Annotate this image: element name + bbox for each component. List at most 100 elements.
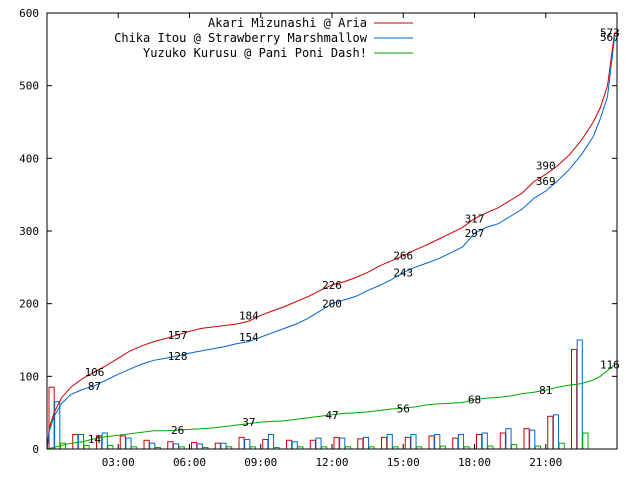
hourly-bar-1 [238, 436, 245, 450]
x-tick-label: 15:00 [387, 456, 420, 469]
hourly-bar-1 [119, 435, 126, 450]
hourly-bar-1 [72, 433, 79, 450]
hourly-bar-3 [83, 444, 90, 450]
hourly-bar-2 [552, 414, 560, 450]
y-tick-label: 400 [19, 152, 39, 165]
series-line-3 [46, 364, 615, 450]
data-label: 14 [88, 433, 102, 446]
data-label: 157 [168, 329, 188, 342]
series-line-1 [46, 32, 616, 450]
hourly-bar-2 [220, 442, 227, 450]
data-label: 26 [171, 424, 184, 437]
hourly-bar-2 [481, 432, 488, 450]
hourly-bar-1 [404, 436, 411, 450]
data-label: 47 [325, 409, 338, 422]
hourly-bar-3 [582, 432, 589, 450]
hourly-bar-2 [410, 433, 417, 450]
hourly-bar-1 [167, 441, 174, 450]
hourly-bar-1 [452, 437, 459, 450]
hourly-bar-1 [262, 439, 269, 450]
series-line-2 [46, 36, 616, 450]
hourly-bar-2 [267, 433, 275, 450]
hourly-bar-1 [357, 438, 364, 450]
hourly-bar-1 [333, 436, 340, 450]
hourly-bar-1 [428, 435, 435, 450]
hourly-bar-2 [172, 443, 180, 450]
hourly-bar-3 [558, 442, 565, 450]
data-label: 390 [536, 160, 556, 173]
y-tick-label: 200 [19, 298, 39, 311]
hourly-bar-1 [143, 439, 150, 450]
hourly-bar-1 [571, 348, 578, 450]
hourly-bar-2 [362, 436, 370, 450]
hourly-bar-2 [54, 401, 61, 450]
hourly-bar-1 [547, 415, 554, 450]
x-axis: 03:00 06:00 09:00 12:00 15:00 18:00 21:00 [102, 13, 562, 469]
data-label: 128 [168, 350, 188, 363]
data-label: 243 [393, 266, 413, 279]
data-label: 567 [600, 31, 620, 44]
data-label: 56 [397, 402, 410, 415]
data-label: 81 [539, 384, 552, 397]
hourly-bar-2 [125, 437, 132, 450]
y-axis: 0 100 200 300 400 500 600 [19, 7, 617, 456]
data-label: 116 [600, 359, 620, 372]
hourly-bar-2 [457, 433, 465, 450]
x-tick-label: 03:00 [102, 456, 135, 469]
data-label: 317 [465, 213, 485, 226]
hourly-bar-1 [286, 439, 293, 450]
data-label: 573 [600, 27, 620, 40]
data-label: 184 [239, 309, 259, 322]
hourly-bar-3 [59, 442, 66, 450]
data-label: 266 [393, 250, 413, 263]
hourly-bar-2 [196, 443, 203, 450]
hourly-bar-2 [505, 428, 512, 450]
hourly-bar-2 [101, 432, 108, 450]
data-label: 297 [465, 227, 485, 240]
hourly-bar-1 [214, 442, 221, 450]
hourly-bar-3 [107, 444, 114, 450]
data-label: 369 [536, 175, 556, 188]
data-label: 154 [239, 331, 259, 344]
hourly-bar-1 [476, 433, 483, 450]
x-tick-label: 06:00 [173, 456, 206, 469]
legend-label: Yuzuko Kurusu @ Pani Poni Dash! [143, 46, 367, 60]
hourly-bar-1 [499, 432, 506, 450]
cumulative-lines [46, 32, 616, 450]
data-label: 200 [322, 298, 342, 311]
hourly-bar-2 [386, 433, 393, 450]
data-label: 68 [468, 394, 481, 407]
y-tick-label: 600 [19, 7, 39, 20]
hourly-bar-2 [291, 441, 298, 450]
hourly-bar-2 [576, 339, 583, 450]
hourly-bar-1 [309, 439, 316, 450]
data-label: 226 [322, 279, 342, 292]
hourly-bars [48, 339, 589, 450]
hourly-bar-2 [529, 429, 536, 450]
hourly-bar-1 [191, 441, 198, 450]
data-label: 106 [85, 366, 105, 379]
y-tick-label: 0 [32, 443, 39, 456]
hourly-bar-2 [434, 433, 441, 450]
plot-frame [46, 12, 618, 450]
y-tick-label: 100 [19, 370, 39, 383]
hourly-bar-1 [523, 428, 530, 450]
hourly-bar-2 [244, 439, 251, 450]
data-label: 87 [88, 380, 101, 393]
point-labels: 106 157 184 226 266 317 390 573 87 128 154 200 243 29… [85, 27, 620, 446]
hourly-bar-2 [339, 437, 346, 450]
x-tick-label: 21:00 [529, 456, 562, 469]
hourly-bar-2 [149, 442, 156, 450]
x-tick-label: 12:00 [315, 456, 348, 469]
x-tick-label: 09:00 [244, 456, 277, 469]
hourly-bar-3 [511, 444, 518, 450]
data-label: 37 [242, 416, 255, 429]
hourly-bar-2 [315, 437, 322, 450]
y-tick-label: 300 [19, 225, 39, 238]
y-tick-label: 500 [19, 80, 39, 93]
x-tick-label: 18:00 [458, 456, 491, 469]
legend-label: Chika Itou @ Strawberry Marshmallow [114, 31, 368, 45]
hourly-bar-1 [381, 436, 388, 450]
